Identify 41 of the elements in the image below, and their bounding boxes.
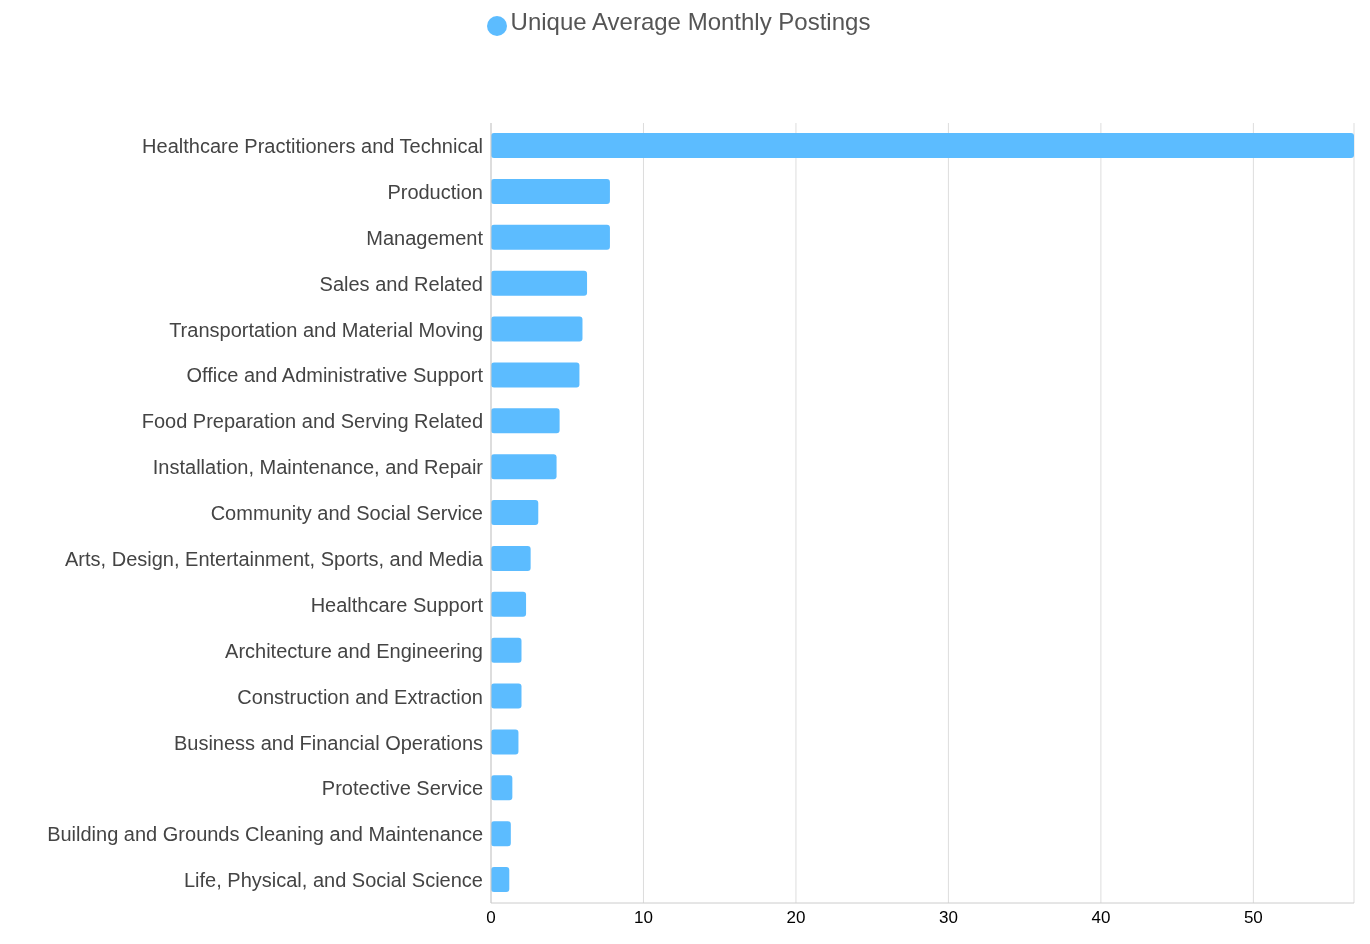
bar <box>491 500 539 526</box>
x-tick-label: 40 <box>1091 908 1111 928</box>
bar <box>491 178 610 204</box>
bar <box>491 408 560 434</box>
x-tick-label: 10 <box>634 908 653 928</box>
y-tick-label: Building and Grounds Cleaning and Maintenance <box>47 823 483 846</box>
x-tick-label: 50 <box>1243 908 1263 928</box>
y-tick-label: Healthcare Practitioners and Technical <box>142 135 483 158</box>
y-tick-label: Architecture and Engineering <box>225 639 483 662</box>
y-tick-label: Transportation and Material Moving <box>169 318 483 341</box>
y-tick-label: Construction and Extraction <box>237 685 483 708</box>
bar <box>491 867 510 893</box>
x-tick-label: 0 <box>486 908 496 928</box>
bar <box>491 637 522 663</box>
y-tick-label: Food Preparation and Serving Related <box>141 410 483 433</box>
y-tick-label: Office and Administrative Support <box>186 364 484 387</box>
y-tick-label: Installation, Maintenance, and Repair <box>152 456 484 479</box>
bar <box>491 362 580 388</box>
y-tick-label: Business and Financial Operations <box>173 731 483 754</box>
bar <box>491 775 513 801</box>
x-tick-label: 30 <box>938 908 958 928</box>
bar <box>491 821 511 847</box>
bar <box>491 133 1354 158</box>
x-tick-label: 20 <box>786 908 806 928</box>
legend-label: Unique Average Monthly Postings <box>510 8 871 35</box>
bar <box>491 729 519 755</box>
y-tick-label: Life, Physical, and Social Science <box>183 869 483 892</box>
bar <box>491 591 527 617</box>
y-tick-label: Management <box>366 226 484 249</box>
y-tick-label: Arts, Design, Entertainment, Sports, and Media <box>65 547 484 570</box>
bar <box>491 224 610 250</box>
bar <box>491 545 531 571</box>
bar <box>491 683 522 709</box>
bar <box>491 454 557 480</box>
bar <box>491 316 583 342</box>
y-tick-label: Community and Social Service <box>210 502 483 525</box>
bar <box>491 270 588 296</box>
y-tick-label: Healthcare Support <box>310 593 484 616</box>
y-tick-label: Protective Service <box>321 777 483 800</box>
y-tick-label: Production <box>387 180 483 203</box>
y-tick-label: Sales and Related <box>319 272 483 295</box>
